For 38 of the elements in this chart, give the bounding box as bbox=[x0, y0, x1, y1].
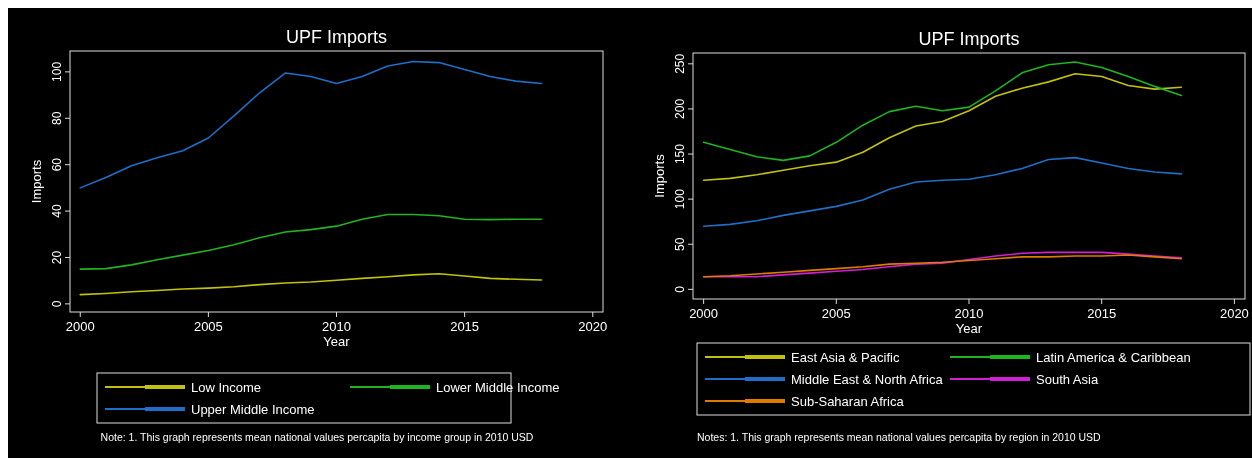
legend-label: South Asia bbox=[1036, 372, 1099, 387]
text: Note: 1. This graph represents mean national values percapita by income group in 2010 USD bbox=[100, 431, 534, 443]
y-tick-label: 100 bbox=[673, 188, 687, 210]
x-tick-label: 2020 bbox=[1219, 306, 1249, 321]
y-axis-title: Imports bbox=[652, 153, 667, 198]
x-tick-label: 2005 bbox=[193, 319, 223, 334]
legend-label: Low Income bbox=[191, 380, 262, 395]
x-tick-label: 2000 bbox=[689, 306, 719, 321]
legend-label: East Asia & Pacific bbox=[791, 350, 900, 365]
y-tick-label: 50 bbox=[673, 237, 687, 251]
legend-label: Lower Middle Income bbox=[436, 380, 560, 395]
x-tick-label: 2020 bbox=[578, 319, 608, 334]
x-tick-label: 2015 bbox=[450, 319, 480, 334]
x-tick-label: 2010 bbox=[322, 319, 351, 334]
x-tick-label: 2000 bbox=[65, 319, 95, 334]
chart-title: UPF Imports bbox=[285, 27, 388, 47]
y-tick-label: 200 bbox=[673, 98, 687, 119]
x-tick-label: 2005 bbox=[821, 306, 851, 321]
x-axis-title: Year bbox=[955, 321, 983, 336]
y-tick-label: 250 bbox=[673, 53, 687, 74]
y-tick-label: 20 bbox=[50, 250, 64, 265]
y-tick-label: 0 bbox=[50, 300, 64, 308]
chart-title: UPF Imports bbox=[918, 29, 1020, 49]
x-tick-label: 2010 bbox=[954, 306, 984, 321]
y-tick-label: 60 bbox=[50, 157, 64, 172]
legend-label: Middle East & North Africa bbox=[791, 372, 944, 387]
legend-label: Latin America & Caribbean bbox=[1036, 350, 1191, 365]
y-tick-label: 80 bbox=[50, 111, 64, 125]
y-tick-label: 100 bbox=[50, 61, 64, 82]
x-tick-label: 2015 bbox=[1087, 306, 1117, 321]
y-axis-title: Imports bbox=[29, 159, 44, 204]
y-tick-label: 40 bbox=[50, 204, 64, 218]
legend-label: Upper Middle Income bbox=[191, 402, 315, 417]
x-axis-title: Year bbox=[323, 334, 351, 349]
legend-label: Sub-Saharan Africa bbox=[791, 394, 905, 409]
y-tick-label: 150 bbox=[673, 143, 687, 165]
text: Notes: 1. This graph represents mean national values percapita by region in 2010 USD bbox=[697, 431, 1102, 443]
y-tick-label: 0 bbox=[673, 285, 687, 293]
